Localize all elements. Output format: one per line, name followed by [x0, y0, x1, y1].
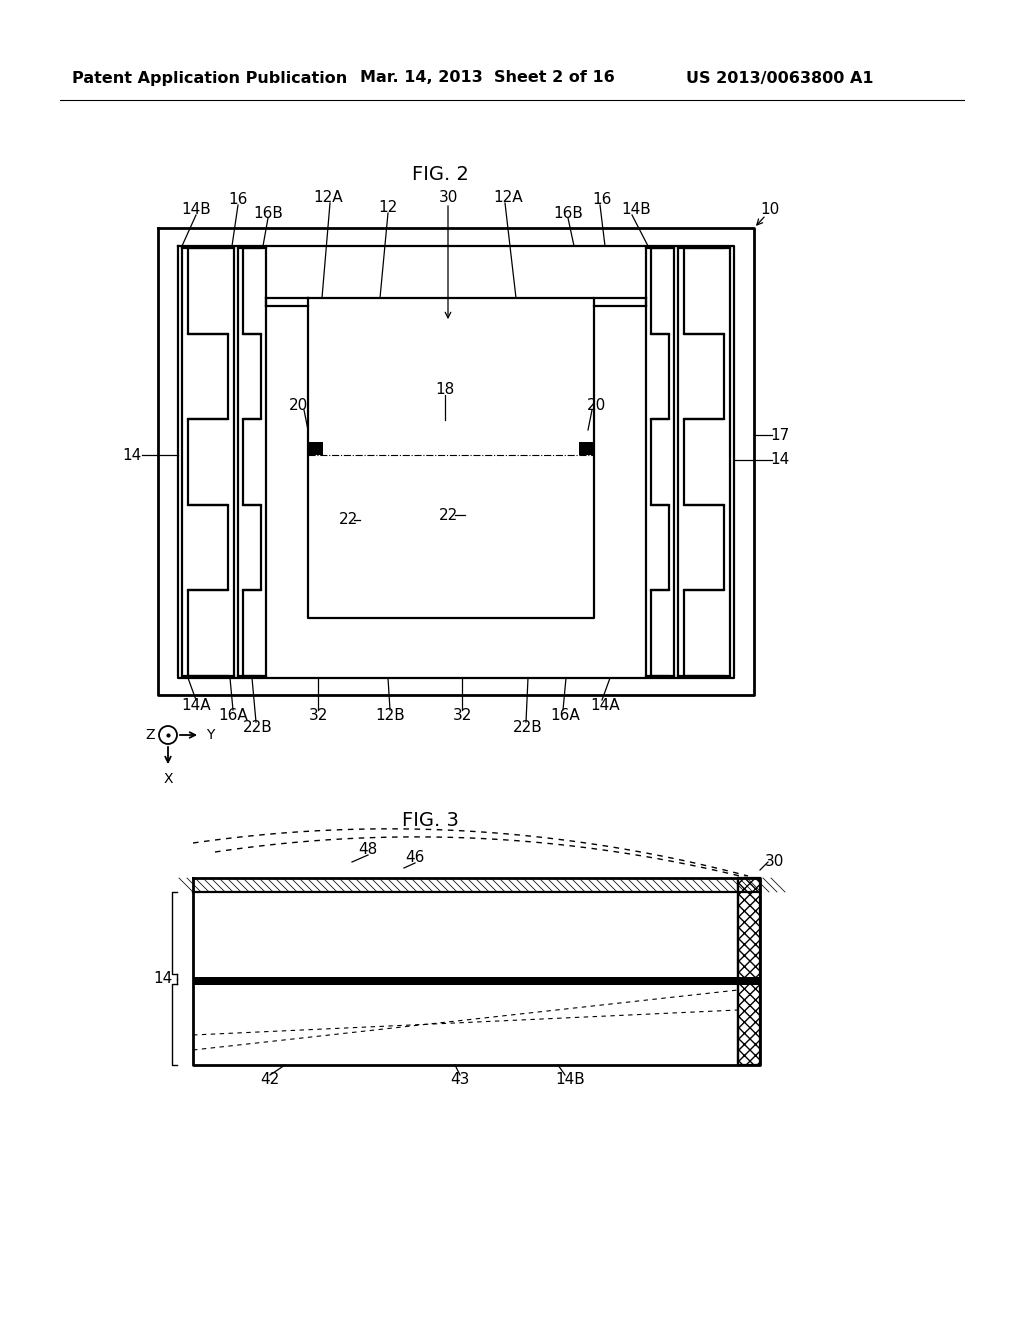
- Bar: [308, 442, 323, 455]
- Text: 14: 14: [154, 972, 173, 986]
- Text: X: X: [163, 772, 173, 785]
- Text: FIG. 2: FIG. 2: [412, 165, 468, 185]
- Text: 14B: 14B: [555, 1072, 585, 1088]
- Text: 32: 32: [308, 708, 328, 722]
- Text: 43: 43: [451, 1072, 470, 1088]
- Text: 46: 46: [406, 850, 425, 866]
- Text: Mar. 14, 2013  Sheet 2 of 16: Mar. 14, 2013 Sheet 2 of 16: [359, 70, 614, 86]
- Text: 10: 10: [761, 202, 779, 218]
- Text: 14: 14: [770, 453, 790, 467]
- Text: Z: Z: [145, 729, 155, 742]
- Text: 30: 30: [765, 854, 784, 870]
- Text: Y: Y: [206, 729, 214, 742]
- Text: 30: 30: [438, 190, 458, 206]
- Text: 16B: 16B: [253, 206, 283, 220]
- Text: 12B: 12B: [375, 708, 404, 722]
- Text: 14A: 14A: [590, 697, 620, 713]
- Text: 22: 22: [438, 507, 458, 523]
- Text: 12: 12: [379, 201, 397, 215]
- Text: 18: 18: [435, 383, 455, 397]
- Text: 16B: 16B: [553, 206, 583, 220]
- Bar: [193, 892, 738, 977]
- Text: 42: 42: [260, 1072, 280, 1088]
- Text: 22B: 22B: [243, 719, 272, 734]
- Text: 12A: 12A: [494, 190, 523, 206]
- Text: Patent Application Publication: Patent Application Publication: [73, 70, 347, 86]
- Text: 14: 14: [123, 447, 141, 462]
- Text: 20: 20: [587, 397, 605, 412]
- Text: 16: 16: [228, 193, 248, 207]
- Bar: [579, 442, 594, 455]
- Text: 16A: 16A: [218, 708, 248, 722]
- Text: 12A: 12A: [313, 190, 343, 206]
- Text: 32: 32: [453, 708, 472, 722]
- Text: 14B: 14B: [181, 202, 211, 218]
- Text: FIG. 3: FIG. 3: [401, 810, 459, 829]
- Text: 16: 16: [592, 193, 611, 207]
- Bar: [193, 985, 738, 1065]
- Text: 20: 20: [289, 397, 307, 412]
- Bar: [738, 878, 760, 1065]
- Bar: [193, 977, 760, 985]
- Text: US 2013/0063800 A1: US 2013/0063800 A1: [686, 70, 873, 86]
- Text: 22: 22: [338, 512, 357, 528]
- Text: 14A: 14A: [181, 697, 211, 713]
- Text: 17: 17: [770, 428, 790, 442]
- Text: 48: 48: [358, 842, 378, 858]
- Text: 22B: 22B: [513, 719, 543, 734]
- Text: 16A: 16A: [550, 708, 580, 722]
- Text: 14B: 14B: [622, 202, 651, 218]
